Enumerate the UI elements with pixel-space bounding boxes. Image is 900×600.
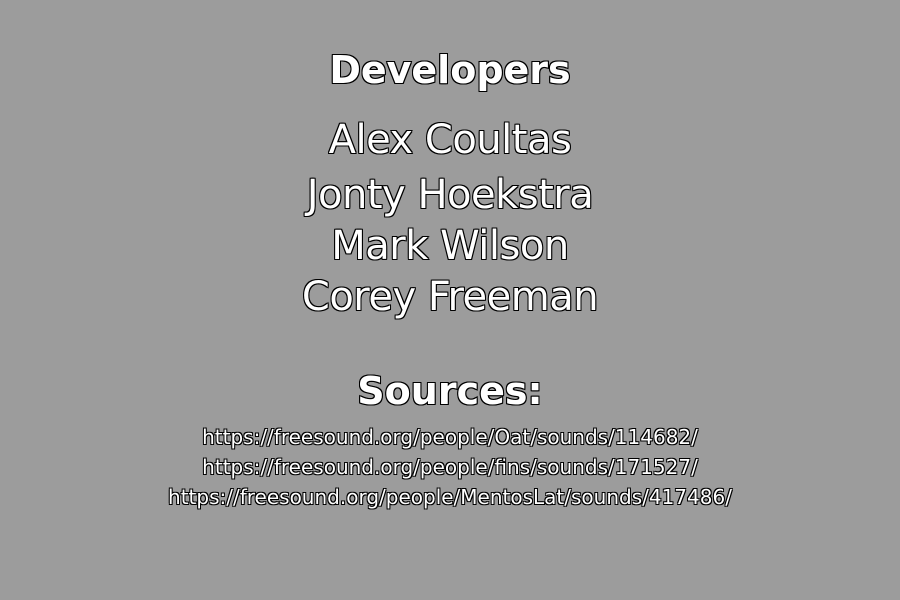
developers-heading: Developers xyxy=(328,47,571,93)
source-link: https://freesound.org/people/fins/sounds… xyxy=(202,455,699,480)
source-link: https://freesound.org/people/Oat/sounds/… xyxy=(202,425,699,450)
developer-name: Mark Wilson xyxy=(331,222,570,270)
developer-name: Corey Freeman xyxy=(301,273,599,321)
developer-name: Alex Coultas xyxy=(328,116,573,164)
developer-name: Jonty Hoekstra xyxy=(306,171,595,219)
sources-heading: Sources: xyxy=(356,368,543,414)
source-link: https://freesound.org/people/MentosLat/s… xyxy=(168,485,733,510)
